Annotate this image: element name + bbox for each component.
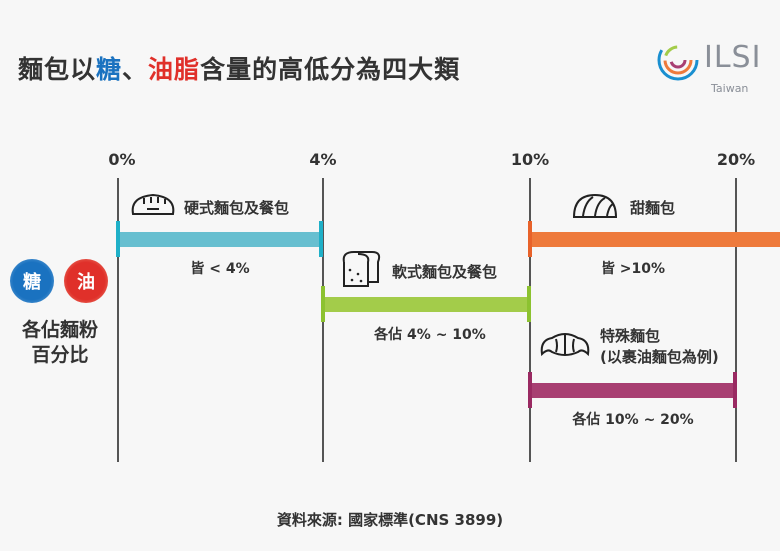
bar-cap (528, 221, 532, 257)
range-bar-soft (323, 297, 530, 312)
range-label: 皆 < 4% (190, 261, 250, 277)
tick-label: 0% (108, 150, 136, 169)
title-text-2: 含量的高低分為四大類 (200, 55, 461, 84)
bar-cap (319, 221, 323, 257)
legend-caption: 各佔麵粉 百分比 (10, 318, 110, 368)
axis-line-0 (117, 178, 119, 462)
bar-cap (321, 286, 325, 322)
tick-label: 10% (510, 150, 550, 169)
logo-text: ILSI (704, 40, 762, 75)
caption-line: 百分比 (31, 344, 89, 366)
title-sep: 、 (122, 55, 149, 84)
category-name-line: (以裹油麵包為例) (600, 348, 719, 366)
bar-cap (528, 372, 532, 408)
range-label: 各佔 4% ~ 10% (374, 327, 486, 343)
oil-badge-text: 油 (77, 272, 95, 293)
axis-line-20 (735, 178, 737, 462)
range-bar-hard (118, 232, 323, 247)
logo-icon (657, 39, 699, 81)
oil-badge: 油 (64, 259, 108, 303)
category-name: 甜麵包 (630, 199, 676, 217)
ilsi-logo: ILSI Taiwan (656, 38, 760, 95)
bar-cap (116, 221, 120, 257)
range-label: 皆 >10% (600, 261, 666, 277)
range-label: 各佔 10% ~ 20% (572, 412, 694, 428)
range-bar-sweet (530, 232, 780, 247)
page-title: 麵包以糖、油脂含量的高低分為四大類 (18, 50, 460, 86)
tick-label: 20% (716, 150, 756, 169)
range-bar-special (530, 383, 736, 398)
baguette-icon (131, 193, 175, 215)
title-text: 麵包以 (18, 55, 97, 84)
title-sugar: 糖 (96, 55, 123, 84)
sugar-badge-text: 糖 (23, 272, 41, 293)
category-name: 特殊麵包 (以裹油麵包為例) (600, 326, 719, 368)
loaf-bread-icon (342, 251, 381, 287)
category-name: 硬式麵包及餐包 (184, 199, 290, 217)
category-name-line: 特殊麵包 (600, 327, 661, 345)
sugar-badge: 糖 (10, 259, 54, 303)
tick-label: 4% (309, 150, 337, 169)
title-oil: 油脂 (148, 55, 201, 84)
source-note: 資料來源: 國家標準(CNS 3899) (276, 511, 504, 529)
bun-icon (572, 193, 618, 218)
caption-line: 各佔麵粉 (21, 319, 98, 341)
bar-cap (527, 286, 531, 322)
croissant-icon (540, 333, 590, 357)
bar-cap (733, 372, 737, 408)
category-name: 軟式麵包及餐包 (392, 263, 498, 281)
logo-subtitle: Taiwan (711, 82, 749, 95)
